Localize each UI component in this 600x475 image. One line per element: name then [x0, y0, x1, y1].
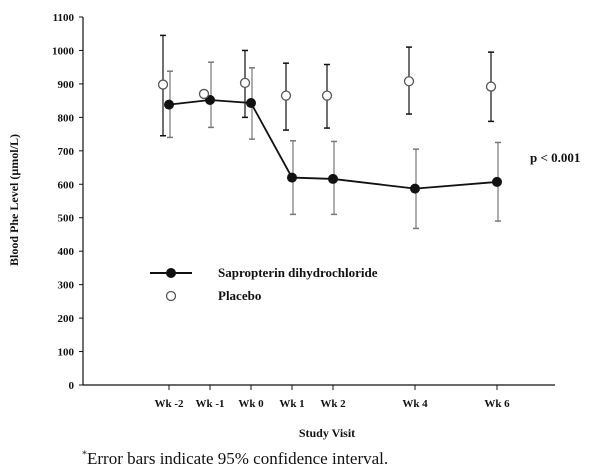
data-point-sapropterin [246, 97, 256, 108]
data-point-sapropterin [410, 183, 420, 194]
data-markers [157, 76, 502, 194]
legend-label-sapropterin: Sapropterin dihydrochloride [218, 265, 378, 280]
y-tick-label: 700 [58, 146, 75, 158]
y-tick-label: 500 [58, 213, 75, 225]
data-point-sapropterin [164, 99, 174, 110]
legend-marker-sapropterin [166, 268, 176, 278]
footnote-marker: * [82, 449, 87, 461]
y-tick-label: 200 [58, 313, 75, 325]
y-ticks: 0 100 200 300 400 500 600 700 800 900 1000 1100 [52, 12, 83, 392]
error-bar-sapropterin [208, 61, 214, 129]
legend-label-placebo: Placebo [218, 288, 261, 303]
y-tick-label: 800 [58, 112, 75, 124]
data-point-placebo [403, 76, 415, 87]
x-tick-label: Wk 2 [320, 398, 346, 410]
data-point-sapropterin [287, 172, 297, 183]
data-point-placebo [239, 77, 251, 89]
data-point-placebo [321, 90, 333, 101]
y-tick-label: 400 [58, 246, 75, 258]
y-tick-label: 1100 [53, 12, 75, 24]
footnote-text: Error bars indicate 95% confidence inter… [87, 449, 389, 468]
x-tick-label: Wk 0 [238, 398, 264, 410]
error-bars [160, 34, 501, 230]
x-axis-title: Study Visit [299, 426, 355, 440]
x-tick-label: Wk 4 [402, 398, 428, 410]
axes [82, 17, 555, 386]
legend-marker-placebo [165, 290, 177, 302]
y-axis-title: Blood Phe Level (µmol/L) [7, 134, 21, 266]
data-point-placebo [485, 81, 497, 92]
x-tick-label: Wk 1 [279, 398, 304, 410]
data-point-placebo [280, 90, 292, 101]
y-tick-label: 0 [69, 380, 75, 392]
data-point-sapropterin [492, 176, 502, 187]
legend: Sapropterin dihydrochloride Placebo [150, 265, 378, 303]
y-tick-label: 100 [58, 347, 75, 359]
x-tick-label: Wk -2 [154, 398, 184, 410]
data-point-placebo [157, 79, 169, 90]
footnote: *Error bars indicate 95% confidence inte… [82, 449, 388, 469]
x-ticks: Wk -2 Wk -1 Wk 0 Wk 1 Wk 2 Wk 4 Wk 6 [154, 385, 510, 410]
y-tick-label: 300 [58, 280, 75, 292]
p-value-annotation: p < 0.001 [530, 150, 580, 165]
x-tick-label: Wk 6 [484, 398, 510, 410]
y-tick-label: 600 [58, 179, 75, 191]
y-tick-label: 900 [58, 79, 75, 91]
y-tick-label: 1000 [52, 45, 75, 57]
x-tick-label: Wk -1 [195, 398, 224, 410]
line-chart: 0 100 200 300 400 500 600 700 800 900 1000 1100 Wk … [7, 12, 580, 440]
data-point-placebo [198, 88, 210, 100]
data-point-sapropterin [328, 173, 338, 184]
